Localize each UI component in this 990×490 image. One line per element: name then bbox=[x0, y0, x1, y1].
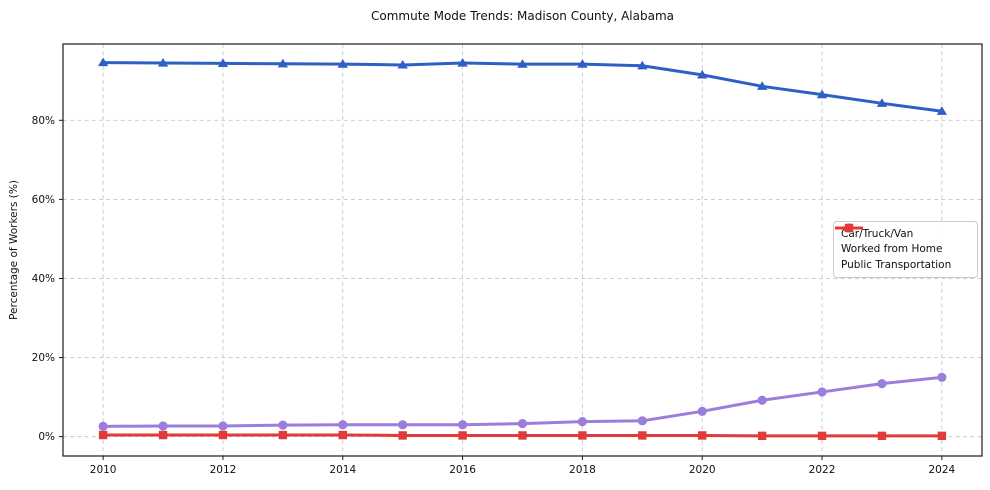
data-point-marker bbox=[218, 430, 228, 440]
data-point-marker bbox=[698, 431, 707, 440]
square-marker-swatch-icon bbox=[835, 223, 863, 233]
data-point-marker bbox=[577, 59, 588, 68]
legend-item-label: Public Transportation bbox=[841, 259, 952, 272]
data-point-marker bbox=[578, 431, 587, 440]
data-point-marker bbox=[158, 430, 168, 440]
x-tick-label: 2018 bbox=[569, 464, 596, 476]
x-tick-label: 2012 bbox=[210, 464, 237, 476]
x-tick-label: 2016 bbox=[449, 464, 476, 476]
axis-border bbox=[62, 43, 983, 457]
data-point-marker bbox=[816, 89, 828, 99]
data-point-marker bbox=[637, 60, 648, 70]
data-point-marker bbox=[937, 431, 947, 441]
data-point-marker bbox=[697, 406, 707, 416]
x-tick-label: 2024 bbox=[928, 464, 955, 476]
legend: Car/Truck/Van Worked from Home Public Tran… bbox=[833, 221, 978, 278]
y-tick-label: 40% bbox=[32, 273, 55, 285]
data-point-marker bbox=[877, 379, 887, 389]
data-point-marker bbox=[158, 421, 168, 431]
y-tick-label: 20% bbox=[32, 352, 55, 364]
legend-item: Worked from Home bbox=[835, 223, 970, 257]
data-point-marker bbox=[98, 430, 108, 440]
x-tick-label: 2010 bbox=[90, 464, 117, 476]
data-point-marker bbox=[517, 59, 528, 68]
data-point-marker bbox=[817, 387, 827, 397]
data-point-marker bbox=[278, 430, 288, 440]
data-point-marker bbox=[637, 416, 647, 426]
x-tick-label: 2014 bbox=[329, 464, 356, 476]
legend-marker bbox=[844, 223, 854, 233]
chart-title: Commute Mode Trends: Madison County, Ala… bbox=[370, 9, 675, 23]
data-point-marker bbox=[397, 59, 408, 69]
legend-item-label: Car/Truck/Van bbox=[841, 227, 914, 240]
data-point-marker bbox=[877, 431, 887, 441]
data-point-marker bbox=[398, 420, 408, 430]
legend-item: Public Transportation bbox=[835, 223, 970, 273]
data-point-marker bbox=[577, 417, 588, 427]
y-tick-label: 0% bbox=[38, 431, 55, 443]
x-tick-label: 2022 bbox=[809, 464, 836, 476]
data-point-marker bbox=[457, 420, 468, 430]
data-point-marker bbox=[757, 395, 767, 405]
data-point-marker bbox=[457, 57, 468, 67]
data-point-marker bbox=[278, 420, 288, 430]
legend-item-label: Worked from Home bbox=[841, 243, 943, 256]
y-tick-label: 80% bbox=[32, 115, 55, 127]
data-point-marker bbox=[277, 58, 289, 68]
data-point-marker bbox=[756, 81, 768, 90]
data-point-marker bbox=[217, 58, 229, 67]
data-point-marker bbox=[936, 106, 948, 115]
data-point-marker bbox=[157, 57, 169, 67]
data-point-marker bbox=[876, 98, 888, 107]
data-point-marker bbox=[638, 431, 647, 440]
y-tick-label: 60% bbox=[32, 194, 55, 206]
data-point-marker bbox=[398, 431, 407, 440]
data-point-marker bbox=[97, 57, 109, 67]
data-point-marker bbox=[337, 59, 348, 68]
data-point-marker bbox=[338, 420, 348, 430]
data-point-marker bbox=[937, 372, 947, 382]
data-point-marker bbox=[458, 431, 467, 440]
data-point-marker bbox=[218, 421, 228, 431]
data-point-marker bbox=[817, 431, 827, 441]
data-point-marker bbox=[517, 418, 528, 429]
data-point-marker bbox=[518, 431, 527, 440]
data-point-marker bbox=[98, 421, 108, 431]
data-point-marker bbox=[338, 430, 347, 440]
data-point-marker bbox=[757, 431, 767, 441]
series-line bbox=[101, 61, 944, 113]
x-tick-label: 2020 bbox=[689, 464, 716, 476]
data-point-marker bbox=[697, 69, 708, 79]
